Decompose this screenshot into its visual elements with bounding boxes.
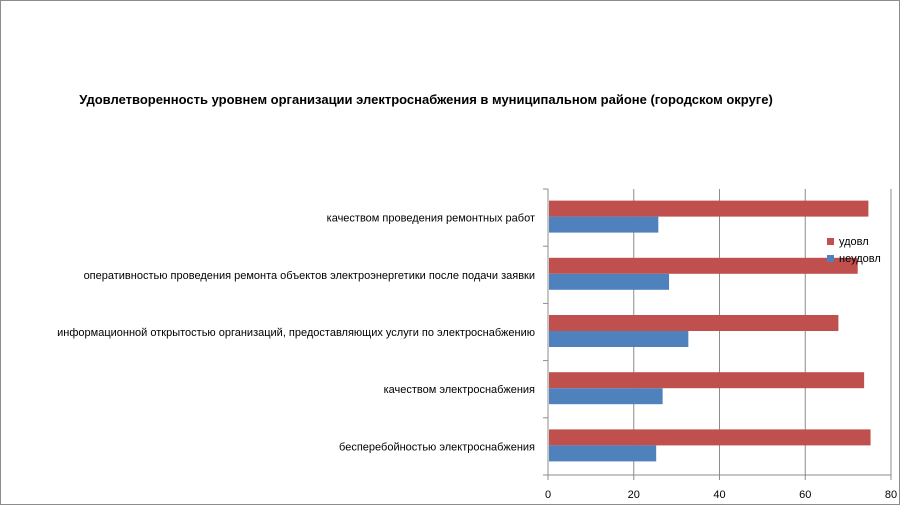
category-label: качеством электроснабжения <box>384 384 535 396</box>
category-labels: качеством проведения ремонтных работ опер… <box>57 213 535 454</box>
bar-unsatisfied <box>549 273 670 290</box>
bar-satisfied <box>549 257 858 274</box>
chart-title: Удовлетворенность уровнем организации эл… <box>79 92 773 107</box>
legend-swatch <box>827 238 834 245</box>
bar-unsatisfied <box>549 445 657 462</box>
bars <box>549 200 871 462</box>
axes <box>543 188 892 480</box>
bar-unsatisfied <box>549 388 663 405</box>
x-tick-label: 60 <box>799 489 811 501</box>
legend-swatch <box>827 255 834 262</box>
legend-label: неудовл <box>839 253 881 265</box>
category-label: бесперебойностью электроснабжения <box>339 441 535 453</box>
x-tick-label: 40 <box>713 489 725 501</box>
category-label: информационной открытостью организаций, … <box>57 327 535 339</box>
bar-satisfied <box>549 429 871 446</box>
bar-unsatisfied <box>549 216 659 233</box>
bar-unsatisfied <box>549 331 689 347</box>
x-tick-labels: 0 20 40 60 80 <box>545 489 897 501</box>
bar-satisfied <box>549 372 865 389</box>
legend: удовл неудовл <box>827 236 881 265</box>
bar-satisfied <box>549 200 869 217</box>
x-tick-label: 80 <box>885 489 897 501</box>
legend-label: удовл <box>839 236 869 248</box>
bar-satisfied <box>549 315 839 331</box>
category-label: оперативностью проведения ремонта объект… <box>84 270 535 282</box>
x-tick-label: 20 <box>628 489 640 501</box>
category-label: качеством проведения ремонтных работ <box>327 213 535 225</box>
x-tick-label: 0 <box>545 489 551 501</box>
